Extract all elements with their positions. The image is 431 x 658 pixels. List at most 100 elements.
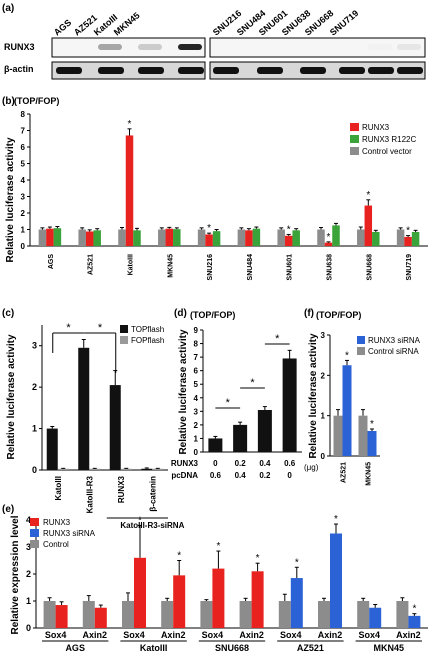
chart-c-y-tick-label: 0: [32, 465, 37, 475]
chart-e-bar-control: [43, 601, 56, 628]
chart-b-legend-swatch: [350, 147, 359, 155]
chart-b-bar: [197, 229, 206, 246]
chart-e-bar-treated: [251, 571, 264, 628]
chart-b-y-tick-label: 2: [21, 209, 26, 218]
chart-b-sig-star: *: [406, 226, 410, 237]
chart-d-bar: [208, 438, 223, 452]
chart-e-sig-star: *: [334, 514, 338, 525]
chart-e-bar-treated: [330, 533, 342, 628]
chart-b-bar: [212, 231, 221, 246]
chart-c-x-tick-label: RUNX3: [117, 475, 126, 503]
chart-b-legend-label: RUNX3 R122C: [362, 135, 416, 144]
chart-e-bar-control: [122, 601, 134, 628]
chart-e-bar-treated: [212, 568, 225, 628]
chart-e-bar-treated: [94, 607, 107, 628]
chart-e-sig-star: *: [216, 541, 220, 552]
chart-b-sig-star: *: [327, 232, 331, 243]
chart-d-runx3-amount: 0.6: [284, 459, 296, 468]
chart-e-bar-control: [161, 601, 174, 628]
chart-c-group-label: KatoIII-R3-siRNA: [120, 521, 184, 530]
chart-e-bar-treated: [173, 575, 186, 628]
blot-lane-label: SNU719: [328, 8, 360, 38]
blot-runx3-band: [368, 44, 392, 50]
chart-d-y-tick-label: 8: [194, 340, 199, 349]
blot-runx3-box: [51, 37, 206, 58]
chart-f-sig-star: *: [345, 350, 349, 361]
chart-b-y-tick-label: 6: [21, 143, 26, 152]
chart-e-legend-label: RUNX3 siRNA: [43, 529, 96, 538]
chart-b-bar: [396, 229, 405, 246]
chart-e-gene-label: Axin2: [318, 630, 343, 640]
chart-f-bar: [342, 365, 352, 456]
blot-actin-band: [178, 67, 204, 74]
chart-b-x-tick-label: AZ521: [88, 254, 95, 275]
chart-e-legend-label: Control: [43, 540, 69, 549]
chart-b-y-tick-label: 4: [21, 176, 26, 185]
chart-e-y-tick-label: 3: [26, 542, 31, 552]
chart-e-gene-label: Sox4: [358, 630, 380, 640]
chart-b-title: (TOP/FOP): [14, 96, 59, 106]
chart-e-gene-label: Sox4: [280, 630, 302, 640]
chart-e-y-tick-label: 1: [26, 596, 31, 606]
chart-c-x-tick-label: KatoIII-R3: [85, 475, 94, 513]
chart-c-bar: [120, 468, 132, 470]
chart-f-title: (TOP/FOP): [316, 310, 361, 320]
panel-label-a: (a): [2, 3, 14, 14]
chart-c-sig-star: *: [66, 322, 71, 334]
chart-d-y-tick-label: 2: [194, 421, 199, 430]
panel-label-d: (d): [174, 308, 187, 319]
chart-e-bar-control: [278, 601, 291, 628]
chart-f-x-tick-label: MKN45: [366, 462, 373, 486]
chart-d-ylabel: Relative luciferase activity: [178, 329, 189, 455]
chart-b-sig-star: *: [207, 223, 211, 234]
chart-e-gene-label: Axin2: [161, 630, 186, 640]
chart-e-gene-label: Sox4: [123, 630, 145, 640]
blot-runx3-box: [209, 37, 426, 58]
chart-c-x-tick-label: β-catenin: [148, 476, 157, 512]
chart-d-runx3-amount: 0.2: [235, 459, 247, 468]
chart-b-y-tick-label: 3: [21, 193, 26, 202]
chart-c-y-tick-label: 2: [32, 382, 37, 392]
blot-runx3-band: [138, 44, 162, 50]
chart-d-runx3-amount: 0.4: [259, 459, 271, 468]
chart-e-legend-swatch: [30, 518, 39, 526]
chart-e-bar-treated: [290, 578, 303, 628]
chart-d-y-tick-label: 0: [194, 448, 199, 457]
chart-e-group-label: KatoIII: [140, 643, 168, 653]
chart-e-y-tick-label: 4: [26, 515, 31, 525]
blot-actin-band: [257, 67, 283, 74]
chart-c-bar: [78, 347, 90, 470]
chart-b-bar: [133, 230, 141, 246]
chart-c-legend-label: TOPflash: [131, 325, 164, 334]
chart-c-x-tick-label: KatoIII: [54, 476, 63, 500]
chart-b-sig-star: *: [287, 224, 291, 235]
chart-b-x-tick-label: SNU638: [327, 254, 334, 281]
chart-b-bar: [245, 230, 253, 246]
chart-e-bar-control: [357, 601, 370, 628]
chart-b-bar: [125, 135, 134, 246]
chart-b-x-tick-label: SNU601: [287, 254, 294, 281]
chart-b-y-tick-label: 7: [21, 127, 26, 136]
chart-b-bar: [165, 228, 174, 246]
chart-d-bar: [233, 424, 248, 452]
blot-actin-band: [368, 67, 394, 74]
chart-d-pcdna-amount: 0.6: [210, 471, 222, 480]
chart-b-y-tick-label: 5: [21, 160, 26, 169]
blot-runx3-band: [397, 44, 421, 50]
chart-b-bar: [292, 230, 300, 246]
chart-b-bar: [158, 229, 166, 246]
chart-b-bar: [324, 242, 333, 246]
chart-e-bar-control: [318, 601, 330, 628]
chart-c-y-tick-label: 3: [32, 341, 37, 351]
chart-b-x-tick-label: SNU216: [207, 254, 214, 281]
chart-e-bar-control: [396, 601, 409, 628]
chart-d-y-tick-label: 1: [194, 434, 199, 443]
chart-d-y-tick-label: 4: [194, 394, 199, 403]
chart-f-y-tick-label: 3: [321, 331, 326, 340]
chart-e-gene-label: Axin2: [396, 630, 421, 640]
chart-f-legend-swatch: [357, 336, 365, 344]
chart-b-bar: [404, 236, 412, 246]
chart-f-legend-label: RUNX3 siRNA: [368, 336, 421, 345]
chart-e-group-label: AZ521: [297, 643, 324, 653]
blot-actin-band: [397, 67, 423, 74]
